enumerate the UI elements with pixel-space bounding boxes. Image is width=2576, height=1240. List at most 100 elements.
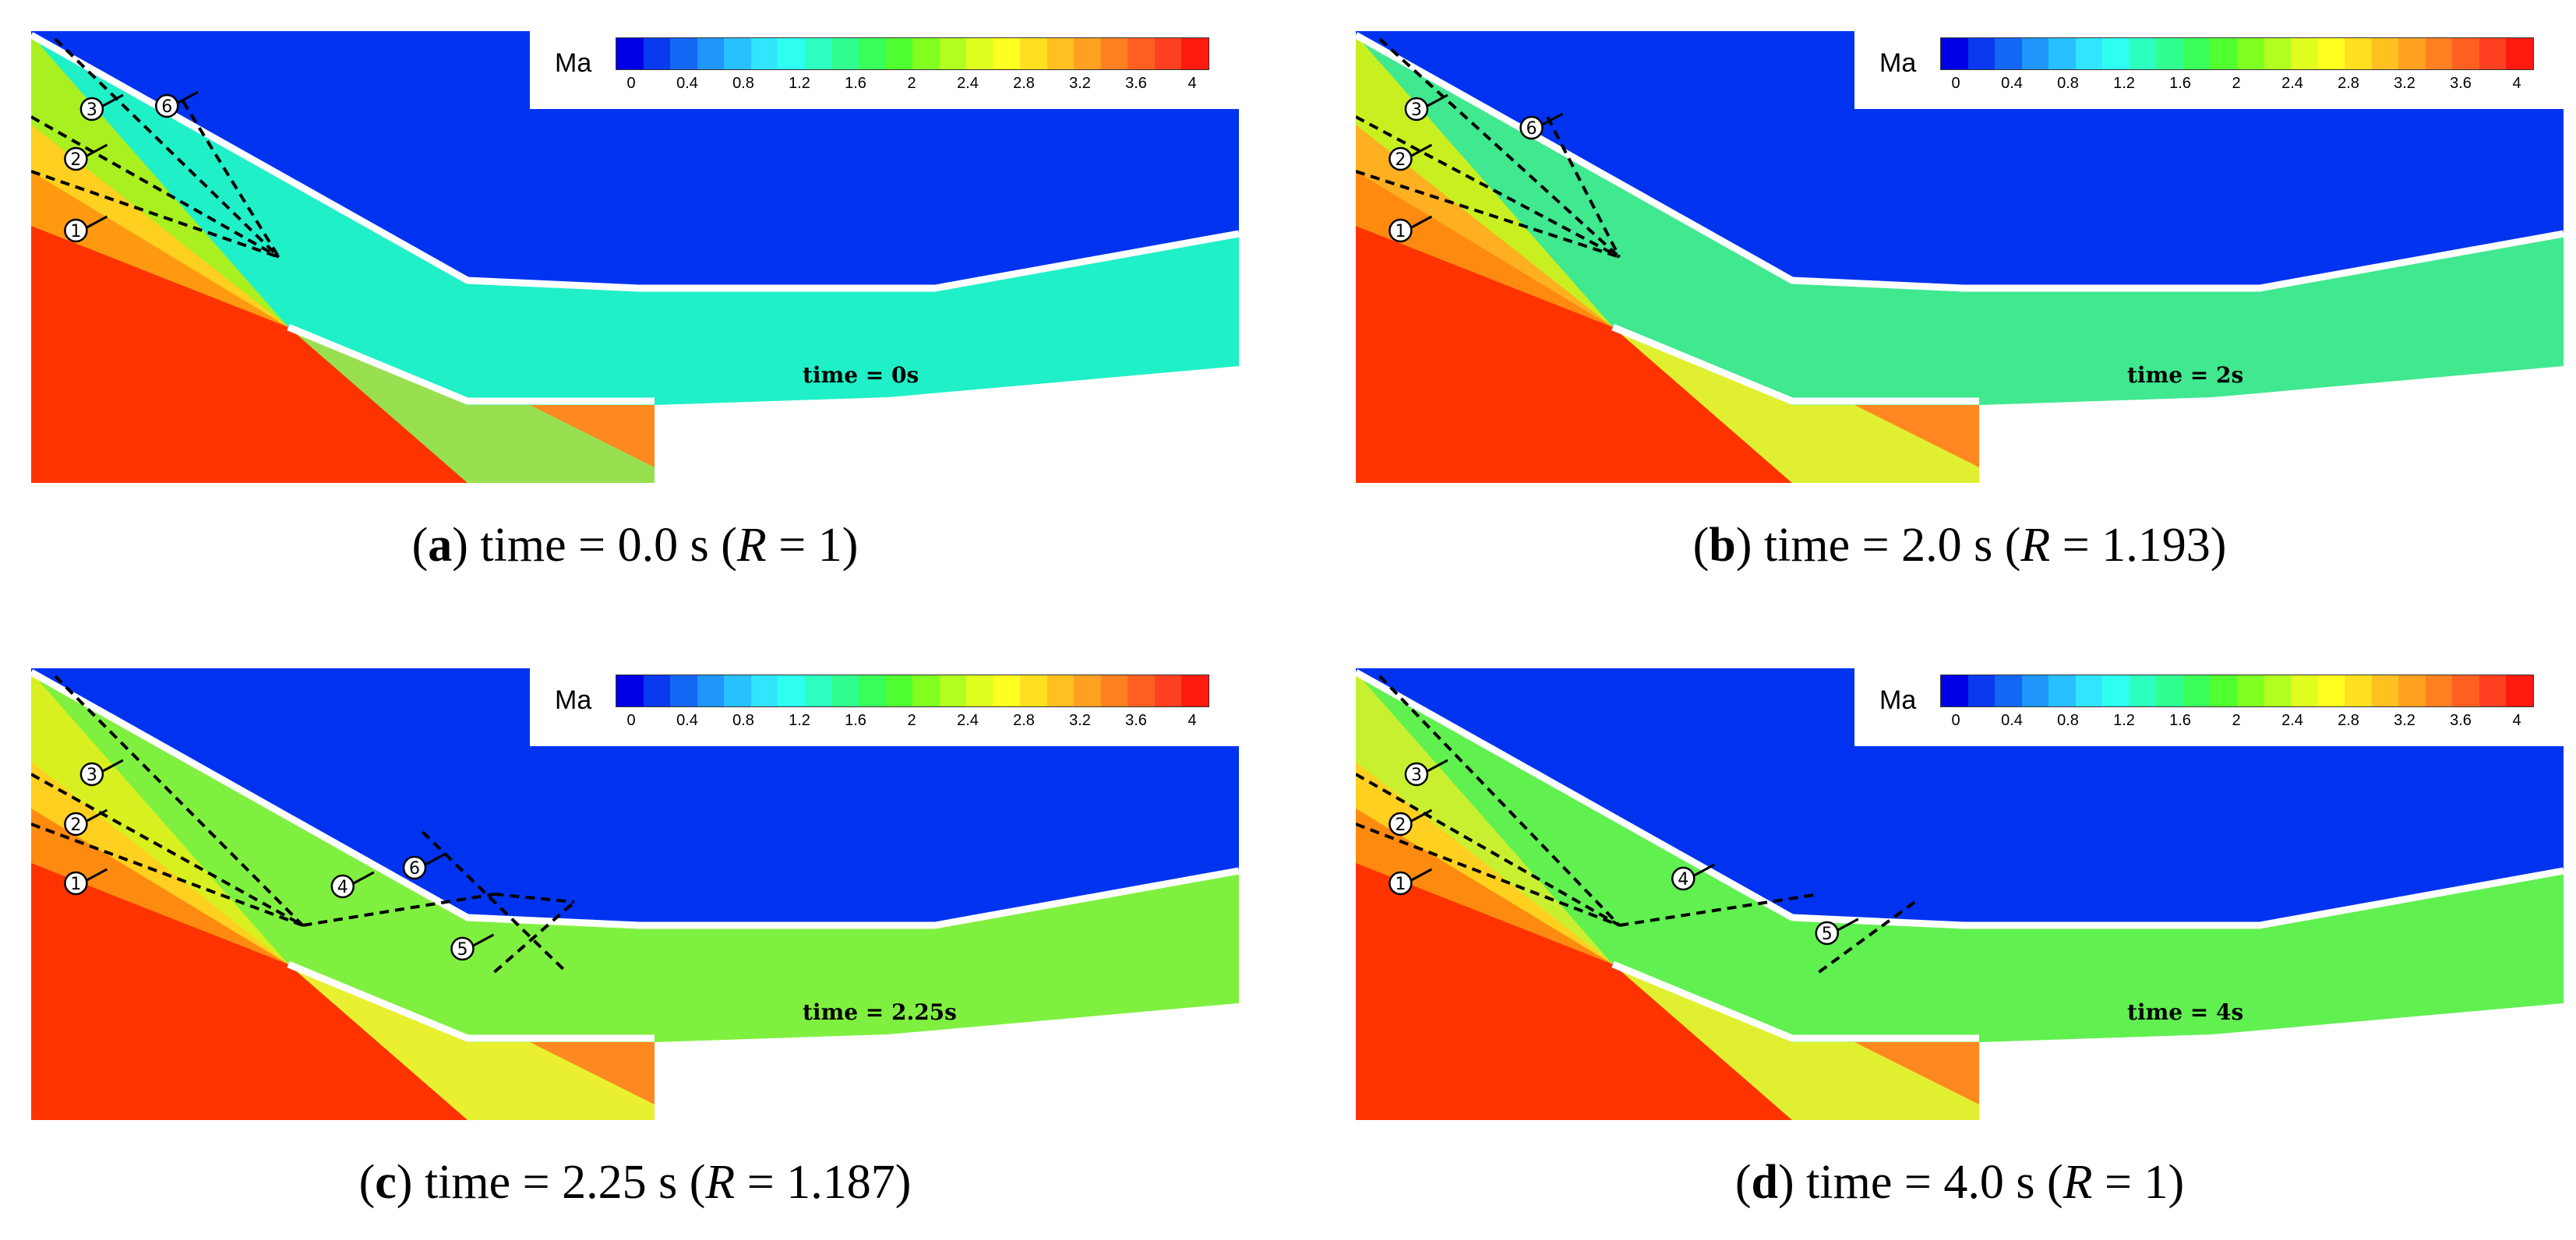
colorbar-ticks: 0 0.4 0.8 1.2 1.6 2 2.4 2.8 3.2 3.6 4 [616, 75, 1208, 98]
svg-text:3: 3 [86, 100, 97, 120]
colorbar-swatch [2021, 38, 2049, 69]
colorbar [1940, 37, 2534, 70]
colorbar-tick-label: 2.8 [2338, 712, 2359, 729]
colorbar-tick-label: 2.4 [957, 712, 979, 729]
colorbar [616, 37, 1209, 70]
colorbar-swatch [2371, 675, 2399, 706]
colorbar-swatch [2317, 38, 2345, 69]
shock-marker-2: 2 [64, 808, 108, 837]
shock-marker-1: 1 [64, 215, 108, 243]
colorbar-swatch [831, 675, 859, 706]
legend-label: Ma [1879, 685, 1917, 715]
colorbar-swatch [939, 38, 967, 69]
colorbar-swatch [724, 38, 751, 69]
colorbar-swatch [804, 675, 832, 706]
legend-label: Ma [1879, 48, 1917, 78]
shock-marker-1: 1 [1389, 868, 1433, 896]
colorbar-swatch [966, 675, 993, 706]
time-label: time = 4s [2127, 999, 2244, 1025]
colorbar-swatch [2398, 675, 2426, 706]
colorbar-swatch [1046, 675, 1075, 706]
colorbar-tick-label: 3.6 [2450, 75, 2472, 92]
colorbar-swatch [2102, 675, 2130, 706]
colorbar-swatch [939, 675, 967, 706]
colorbar-swatch [1100, 675, 1128, 706]
shock-marker-5: 5 [1815, 918, 1859, 946]
colorbar-swatch [966, 38, 993, 69]
colorbar-swatch [858, 38, 886, 69]
colorbar-swatch [2425, 675, 2453, 706]
colorbar-swatch [885, 38, 913, 69]
colorbar-legend: Ma 0 0.4 0.8 1.2 1.6 2 2.4 2.8 3.2 3.6 4 [530, 668, 1239, 746]
colorbar-swatch [2237, 675, 2264, 706]
colorbar-swatch [1181, 675, 1209, 706]
colorbar-swatch [1995, 38, 2022, 69]
shock-marker-6: 6 [155, 90, 199, 118]
colorbar-swatch [2210, 38, 2238, 69]
shock-marker-3: 3 [1404, 759, 1449, 787]
shock-marker-6: 6 [402, 852, 446, 880]
colorbar-swatch [2506, 675, 2534, 706]
colorbar-swatch [2048, 675, 2076, 706]
colorbar-swatch [1046, 38, 1075, 69]
colorbar-tick-label: 0.8 [2057, 712, 2079, 729]
colorbar-tick-label: 0 [1951, 75, 1960, 92]
svg-text:1: 1 [70, 875, 81, 894]
colorbar-tick-label: 2.4 [957, 75, 979, 92]
colorbar-swatch [2075, 38, 2103, 69]
colorbar-swatch [2210, 675, 2238, 706]
colorbar-swatch [1941, 38, 1968, 69]
colorbar-legend: Ma 0 0.4 0.8 1.2 1.6 2 2.4 2.8 3.2 3.6 4 [1854, 31, 2564, 109]
colorbar-swatch [2398, 38, 2426, 69]
shock-marker-2: 2 [1389, 808, 1433, 837]
colorbar-tick-label: 0 [626, 75, 636, 92]
colorbar-tick-label: 3.2 [2394, 75, 2415, 92]
colorbar-swatch [2129, 675, 2157, 706]
svg-text:1: 1 [70, 222, 81, 241]
colorbar-swatch [2048, 38, 2076, 69]
caption: (d) time = 4.0 s (R = 1) [1734, 1156, 2185, 1209]
colorbar-swatch [1181, 38, 1209, 69]
caption: (a) time = 0.0 s (R = 1) [411, 519, 859, 572]
colorbar-swatch [2506, 38, 2534, 69]
colorbar-tick-label: 1.6 [2169, 75, 2191, 92]
colorbar-tick-label: 1.6 [2169, 712, 2191, 729]
svg-text:5: 5 [1822, 925, 1833, 944]
colorbar-swatch [616, 675, 644, 706]
colorbar-tick-label: 3.2 [2394, 712, 2415, 729]
colorbar [1940, 675, 2534, 707]
svg-text:4: 4 [1678, 870, 1689, 889]
colorbar-tick-label: 0 [626, 712, 636, 729]
colorbar-swatch [2345, 675, 2372, 706]
colorbar-swatch [1127, 675, 1155, 706]
svg-text:3: 3 [86, 766, 97, 785]
colorbar-tick-label: 3.6 [1125, 712, 1147, 729]
svg-text:3: 3 [1411, 766, 1422, 785]
colorbar-tick-label: 2 [2232, 75, 2241, 92]
colorbar-tick-label: 0.8 [732, 75, 754, 92]
colorbar-swatch [2237, 38, 2264, 69]
colorbar-swatch [831, 38, 859, 69]
colorbar-swatch [1995, 675, 2022, 706]
colorbar-swatch [912, 675, 940, 706]
caption: (c) time = 2.25 s (R = 1.187) [358, 1156, 912, 1209]
colorbar-tick-label: 2.8 [2338, 75, 2359, 92]
colorbar-tick-label: 2.4 [2281, 712, 2303, 729]
colorbar-swatch [2102, 38, 2130, 69]
colorbar-swatch [1100, 38, 1128, 69]
mach-contour-d: 1 2 3 4 5 [1356, 668, 2564, 1120]
colorbar-tick-label: 4 [1187, 712, 1197, 729]
colorbar-swatch [750, 675, 778, 706]
shock-marker-2: 2 [1389, 143, 1433, 171]
colorbar-tick-label: 3.6 [2450, 712, 2472, 729]
colorbar-swatch [670, 38, 697, 69]
colorbar-swatch [2264, 675, 2292, 706]
colorbar-tick-label: 2 [2232, 712, 2241, 729]
colorbar-tick-label: 2.8 [1013, 75, 1035, 92]
svg-text:1: 1 [1395, 222, 1406, 241]
colorbar-legend: Ma 0 0.4 0.8 1.2 1.6 2 2.4 2.8 3.2 3.6 4 [530, 31, 1239, 109]
colorbar-swatch [2317, 675, 2345, 706]
colorbar-swatch [2264, 38, 2292, 69]
colorbar-swatch [1967, 38, 1996, 69]
colorbar-swatch [2129, 38, 2157, 69]
